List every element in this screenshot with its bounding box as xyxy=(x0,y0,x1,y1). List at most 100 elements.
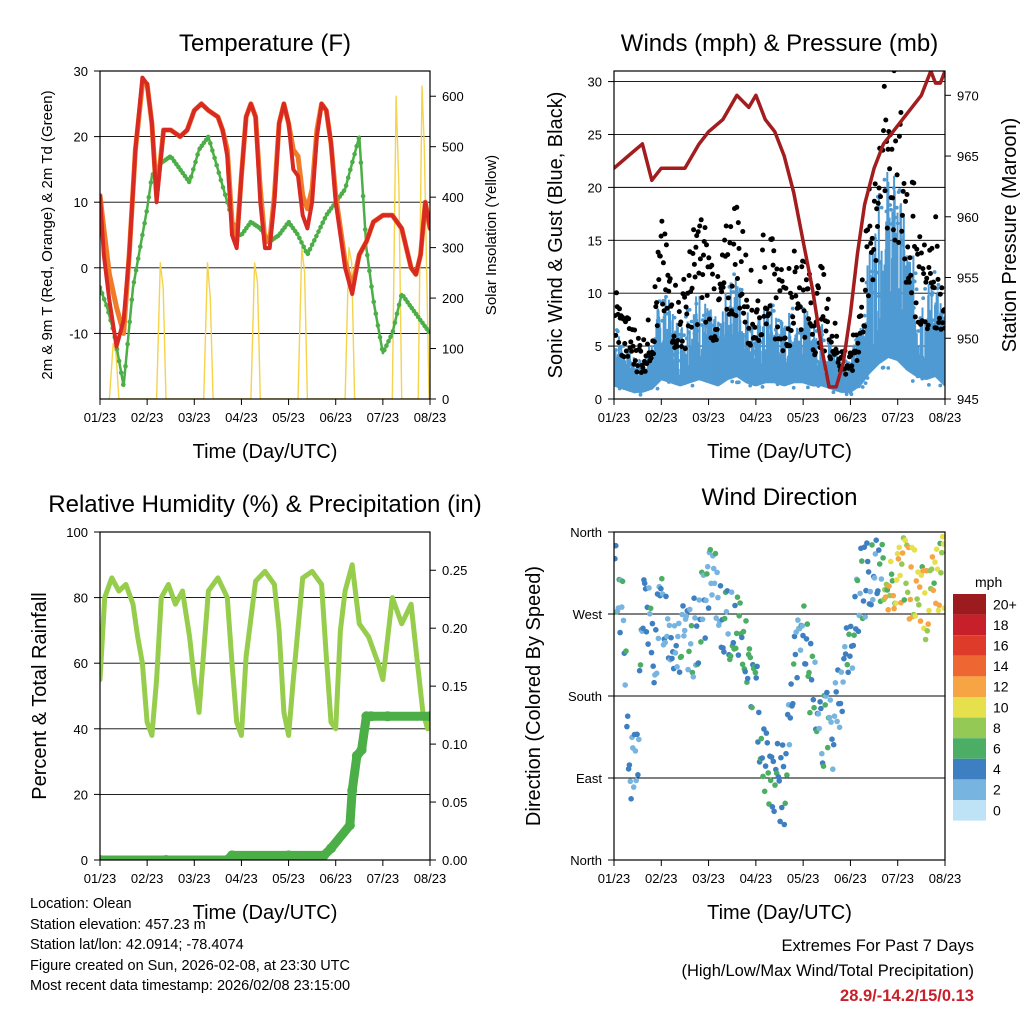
gust-point xyxy=(754,307,760,313)
sonic-wind-point xyxy=(855,376,859,381)
humidity-xtick-label: 05/23 xyxy=(272,871,305,886)
sonic-wind-point xyxy=(894,205,899,210)
sonic-wind-point xyxy=(876,294,881,299)
gust-point xyxy=(676,299,681,305)
gust-point xyxy=(698,217,704,223)
sonic-wind-point xyxy=(807,378,812,382)
gust-point xyxy=(695,229,701,235)
wind-direction-point xyxy=(760,773,766,780)
gust-point xyxy=(707,316,712,322)
precipitation-point xyxy=(326,843,336,854)
gust-point xyxy=(721,280,727,286)
wind-direction-point xyxy=(932,559,938,565)
gust-point xyxy=(777,288,783,294)
gust-point xyxy=(629,348,635,354)
winds-frame xyxy=(613,70,946,400)
dewpoint-2m-point xyxy=(301,244,307,250)
gust-point xyxy=(868,240,874,246)
sonic-wind-point xyxy=(666,311,670,316)
sonic-wind-point xyxy=(649,376,653,381)
wind-direction-point xyxy=(699,616,706,623)
station-info: Location: Olean Station elevation: 457.2… xyxy=(30,894,350,997)
sonic-wind-point xyxy=(679,333,683,337)
gust-point xyxy=(716,296,722,302)
wind-direction-point xyxy=(723,608,730,615)
sonic-wind-point xyxy=(884,209,889,214)
colorbar-label: 12 xyxy=(993,679,1009,695)
gust-point xyxy=(889,146,895,152)
winds-ytick-label: 30 xyxy=(588,75,602,90)
humidity-ytick-label: 40 xyxy=(74,722,88,737)
wind-direction-point xyxy=(872,551,879,557)
humidity-ytick-label: 100 xyxy=(66,525,88,540)
sonic-wind-point xyxy=(744,334,749,338)
gust-point xyxy=(727,240,733,246)
sonic-wind-point xyxy=(687,307,692,312)
dewpoint-2m-point xyxy=(123,363,128,369)
wind-direction-point xyxy=(899,550,906,556)
gust-point xyxy=(940,320,945,326)
extremes-block: Extremes For Past 7 Days (High/Low/Max W… xyxy=(681,934,974,1009)
gust-point xyxy=(674,343,680,349)
gust-point xyxy=(617,306,622,312)
dewpoint-2m-point xyxy=(318,224,323,230)
temperature-xtick-label: 05/23 xyxy=(272,410,305,425)
gust-point xyxy=(806,316,812,322)
gust-point xyxy=(637,343,643,348)
wind-direction-point xyxy=(777,818,783,825)
sonic-wind-point xyxy=(708,352,713,357)
wind-direction-point xyxy=(733,645,739,652)
gust-point xyxy=(737,305,743,311)
wind-direction-point xyxy=(626,762,633,768)
wind-direction-point xyxy=(778,754,784,761)
sonic-wind-point xyxy=(688,370,693,375)
elevation-text: Station elevation: 457.23 m xyxy=(30,916,206,933)
wind-direction-point xyxy=(807,640,814,647)
gust-point xyxy=(892,237,898,243)
winds-xtick-label: 02/23 xyxy=(645,410,678,425)
wind-direction-point xyxy=(864,540,870,546)
wind-direction-point xyxy=(742,668,748,675)
gust-point xyxy=(903,198,908,204)
wind-direction-point xyxy=(683,613,690,619)
colorbar-swatch xyxy=(953,635,986,656)
gust-point xyxy=(744,304,750,310)
humidity-frame xyxy=(99,531,431,861)
humidity-y2tick-label: 0.25 xyxy=(442,563,467,578)
wind-direction-point xyxy=(614,555,618,562)
direction-xtick-label: 03/23 xyxy=(692,871,725,886)
colorbar-label: 18 xyxy=(993,617,1009,633)
wind-direction-point xyxy=(673,642,679,649)
temperature-frame xyxy=(99,70,431,400)
direction-xtick-label: 04/23 xyxy=(740,871,773,886)
sonic-wind-point xyxy=(831,390,836,395)
wind-direction-point xyxy=(811,704,817,711)
precipitation-point xyxy=(382,711,393,722)
sonic-wind-point xyxy=(692,331,697,336)
colorbar-swatch xyxy=(953,717,986,739)
colorbar-label: 20+ xyxy=(993,596,1017,612)
sonic-wind-point xyxy=(664,294,668,299)
gust-point xyxy=(759,332,765,338)
wind-direction-point xyxy=(730,639,737,646)
wind-direction-point xyxy=(664,616,671,622)
wind-direction-point xyxy=(818,705,824,712)
dewpoint-2m-point xyxy=(142,220,147,226)
winds-xtick-label: 01/23 xyxy=(598,410,631,425)
sonic-wind-point xyxy=(907,311,911,315)
wind-direction-point xyxy=(922,590,928,596)
gust-point xyxy=(894,61,899,66)
humidity-xtick-label: 07/23 xyxy=(367,871,400,886)
wind-direction-point xyxy=(658,585,664,592)
gust-point xyxy=(671,333,677,339)
sonic-wind-point xyxy=(742,356,747,361)
wind-direction-point xyxy=(634,731,640,738)
gust-point xyxy=(653,304,659,310)
gust-point xyxy=(811,323,817,329)
gust-point xyxy=(867,223,873,229)
gust-point xyxy=(667,276,673,282)
wind-direction-point xyxy=(636,736,642,743)
wind-direction-point xyxy=(702,635,708,641)
sonic-wind-point xyxy=(615,329,620,334)
wind-direction-point xyxy=(696,597,702,603)
